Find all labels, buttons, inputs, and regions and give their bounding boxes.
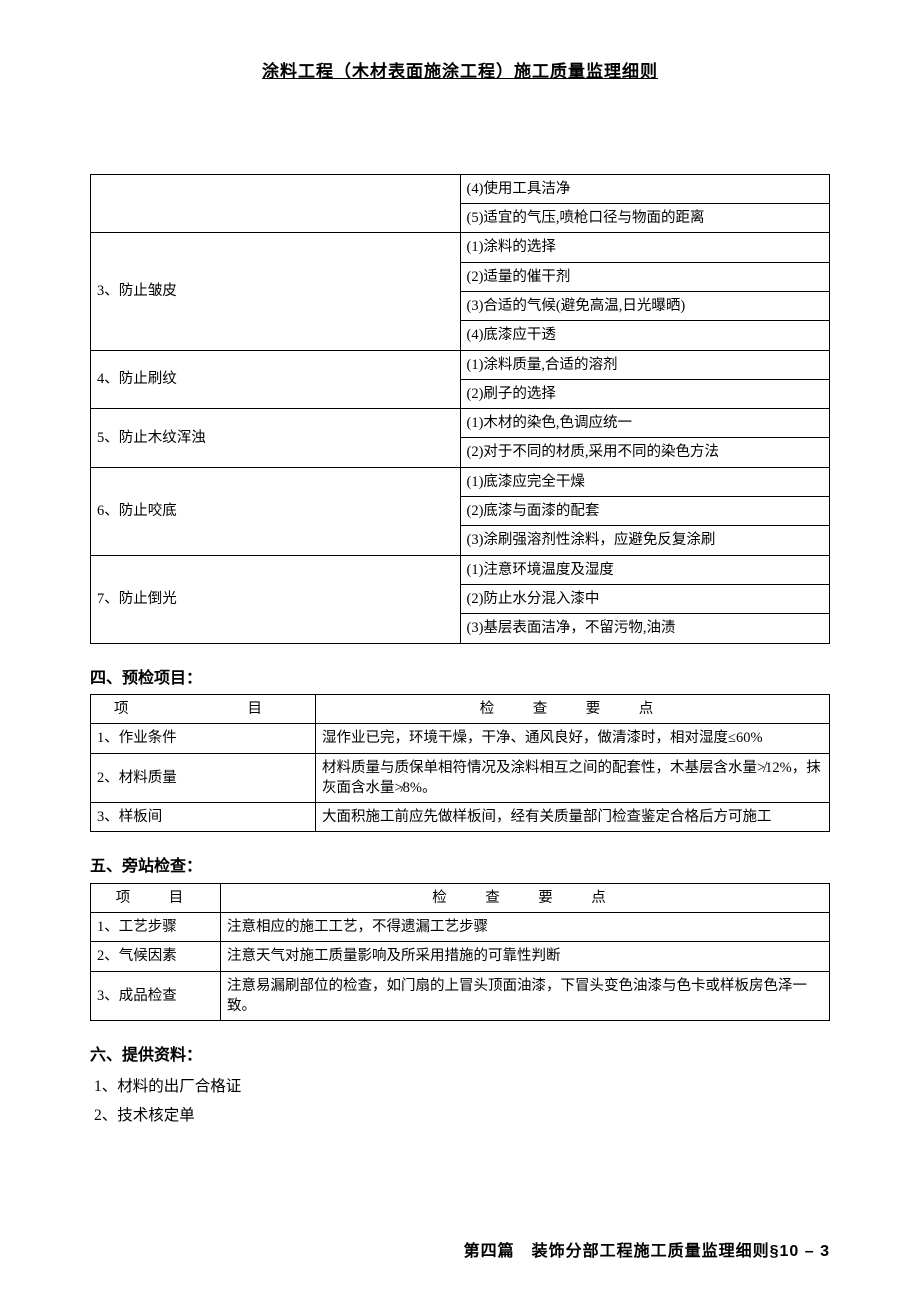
row-label: 7、防止倒光 (91, 555, 461, 643)
row-content: 注意相应的施工工艺，不得遗漏工艺步骤 (221, 913, 830, 942)
row-content: (2)刷子的选择 (460, 379, 830, 408)
list-item: 1、材料的出厂合格证 (94, 1072, 830, 1101)
table-row: 1、工艺步骤注意相应的施工工艺，不得遗漏工艺步骤 (91, 913, 830, 942)
table3-col-header-2: 检 查 要 点 (221, 883, 830, 912)
table-row: 6、防止咬底(1)底漆应完全干燥 (91, 467, 830, 496)
heading-standby: 五、旁站检查： (90, 856, 830, 878)
row-content: (5)适宜的气压,喷枪口径与物面的距离 (460, 204, 830, 233)
row-label: 2、气候因素 (91, 942, 221, 971)
row-label: 2、材料质量 (91, 753, 316, 803)
row-content: (2)底漆与面漆的配套 (460, 497, 830, 526)
row-content: (3)基层表面洁净，不留污物,油渍 (460, 614, 830, 643)
row-label: 3、防止皱皮 (91, 233, 461, 350)
heading-precheck: 四、预检项目： (90, 668, 830, 690)
page-footer: 第四篇 装饰分部工程施工质量监理细则§10 – 3 (90, 1241, 830, 1263)
row-label: 1、作业条件 (91, 724, 316, 753)
row-content: (2)适量的催干剂 (460, 262, 830, 291)
row-content: 湿作业已完，环境干燥，干净、通风良好，做清漆时，相对湿度≤60% (316, 724, 830, 753)
row-label: 3、样板间 (91, 803, 316, 832)
row-content: 注意易漏刷部位的检查，如门扇的上冒头顶面油漆，下冒头变色油漆与色卡或样板房色泽一… (221, 971, 830, 1021)
row-content: (1)木材的染色,色调应统一 (460, 409, 830, 438)
row-content: (1)涂料质量,合适的溶剂 (460, 350, 830, 379)
table-row: 1、作业条件湿作业已完，环境干燥，干净、通风良好，做清漆时，相对湿度≤60% (91, 724, 830, 753)
row-content: (2)防止水分混入漆中 (460, 584, 830, 613)
row-label (91, 174, 461, 233)
table-row: 2、气候因素注意天气对施工质量影响及所采用措施的可靠性判断 (91, 942, 830, 971)
row-label: 5、防止木纹浑浊 (91, 409, 461, 468)
table2-col-header-2: 检 查 要 点 (316, 694, 830, 723)
row-content: (3)合适的气候(避免高温,日光曝晒) (460, 291, 830, 320)
table-row: 2、材料质量材料质量与质保单相符情况及涂料相互之间的配套性，木基层含水量≯12%… (91, 753, 830, 803)
table2-col-header-1: 项 目 (91, 694, 316, 723)
row-content: (4)使用工具洁净 (460, 174, 830, 203)
table-row: 7、防止倒光(1)注意环境温度及湿度 (91, 555, 830, 584)
row-content: (1)注意环境温度及湿度 (460, 555, 830, 584)
row-label: 1、工艺步骤 (91, 913, 221, 942)
table-row: 3、样板间大面积施工前应先做样板间，经有关质量部门检查鉴定合格后方可施工 (91, 803, 830, 832)
row-content: 材料质量与质保单相符情况及涂料相互之间的配套性，木基层含水量≯12%，抹灰面含水… (316, 753, 830, 803)
table-standby: 项 目 检 查 要 点 1、工艺步骤注意相应的施工工艺，不得遗漏工艺步骤2、气候… (90, 883, 830, 1021)
table3-col-header-1: 项 目 (91, 883, 221, 912)
row-label: 3、成品检查 (91, 971, 221, 1021)
table-row: 4、防止刷纹(1)涂料质量,合适的溶剂 (91, 350, 830, 379)
table-row: (4)使用工具洁净 (91, 174, 830, 203)
row-label: 6、防止咬底 (91, 467, 461, 555)
row-label: 4、防止刷纹 (91, 350, 461, 409)
table-measures: (4)使用工具洁净(5)适宜的气压,喷枪口径与物面的距离3、防止皱皮(1)涂料的… (90, 174, 830, 644)
page-header-title: 涂料工程（木材表面施涂工程）施工质量监理细则 (90, 60, 830, 84)
row-content: (1)底漆应完全干燥 (460, 467, 830, 496)
table-precheck: 项 目 检 查 要 点 1、作业条件湿作业已完，环境干燥，干净、通风良好，做清漆… (90, 694, 830, 832)
row-content: (2)对于不同的材质,采用不同的染色方法 (460, 438, 830, 467)
row-content: (4)底漆应干透 (460, 321, 830, 350)
row-content: 注意天气对施工质量影响及所采用措施的可靠性判断 (221, 942, 830, 971)
table-row: 5、防止木纹浑浊(1)木材的染色,色调应统一 (91, 409, 830, 438)
table-row: 3、成品检查注意易漏刷部位的检查，如门扇的上冒头顶面油漆，下冒头变色油漆与色卡或… (91, 971, 830, 1021)
materials-list: 1、材料的出厂合格证2、技术核定单 (94, 1072, 830, 1131)
heading-materials: 六、提供资料： (90, 1045, 830, 1067)
row-content: (1)涂料的选择 (460, 233, 830, 262)
row-content: (3)涂刷强溶剂性涂料，应避免反复涂刷 (460, 526, 830, 555)
list-item: 2、技术核定单 (94, 1101, 830, 1130)
row-content: 大面积施工前应先做样板间，经有关质量部门检查鉴定合格后方可施工 (316, 803, 830, 832)
table-row: 3、防止皱皮(1)涂料的选择 (91, 233, 830, 262)
